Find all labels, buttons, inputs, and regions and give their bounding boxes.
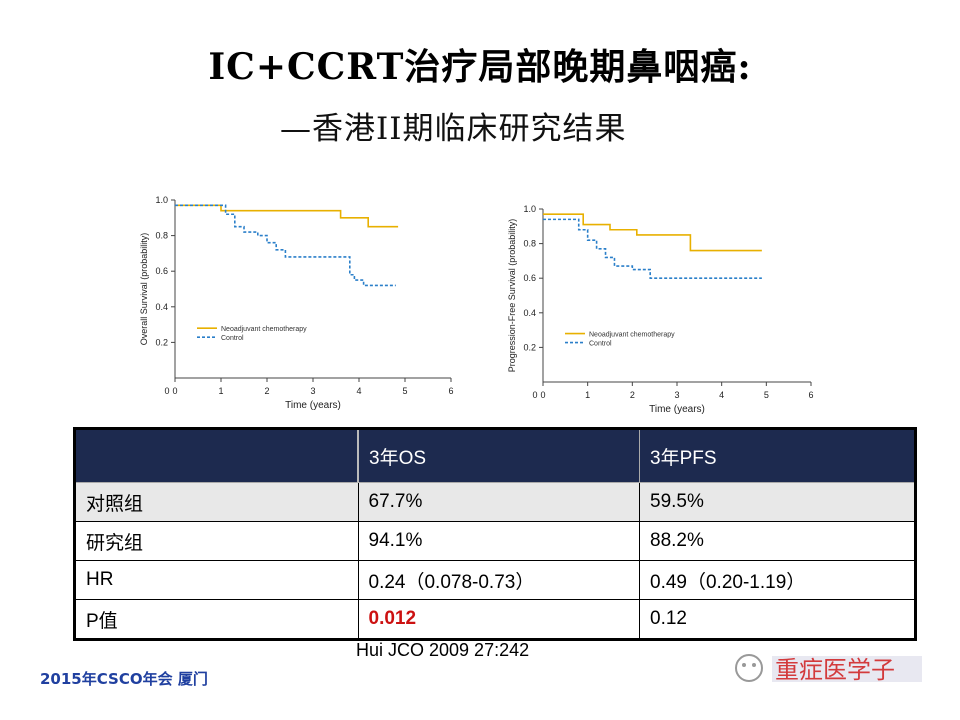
series-neoadjuvant-line	[175, 204, 399, 228]
table-cell: 59.5%	[639, 482, 916, 522]
slide-subtitle: —香港II期临床研究结果	[280, 111, 627, 147]
x-tick-label: 1	[585, 390, 590, 400]
footer-conference: 2015年CSCO年会 厦门	[40, 670, 208, 688]
table-cell: 0.49（0.20-1.19）	[639, 560, 916, 600]
y-tick-label: 1.0	[523, 204, 536, 214]
y-tick-label: 0.4	[523, 308, 536, 318]
y-axis-label: Progression-Free Survival (probability)	[507, 219, 517, 373]
y-axis-label: Overall Survival (probability)	[139, 233, 149, 346]
legend-label: Neoadjuvant chemotherapy	[221, 326, 307, 333]
y-tick-label: 0.6	[155, 266, 168, 276]
slide-title: IC+CCRT治疗局部晚期鼻咽癌:	[208, 46, 752, 88]
os-chart-svg: 0 1 2 3 4 5 6 0 0.2 0.4 0.6 0.8 1.0 Time (years) Overa…	[139, 195, 454, 411]
table-cell: 94.1%	[357, 521, 640, 561]
y-tick-label: 0.2	[155, 337, 168, 347]
legend-label: Control	[221, 335, 244, 342]
citation: Hui JCO 2009 27:242	[356, 640, 530, 660]
series-control-line	[175, 204, 396, 287]
legend-label: Control	[589, 341, 612, 348]
table-header-cell: 3年OS	[357, 428, 640, 483]
table-row: HR 0.24（0.078-0.73） 0.49（0.20-1.19）	[74, 560, 916, 600]
table-cell: 88.2%	[639, 521, 916, 561]
table-cell: 0.24（0.078-0.73）	[357, 560, 640, 600]
table-row: 对照组 67.7% 59.5%	[74, 482, 916, 522]
y-tick-label: 0.2	[523, 342, 536, 352]
y-tick-label: 0.8	[523, 239, 536, 249]
pfs-chart: 0 1 2 3 4 5 6 0 0.2 0.4 0.6 0.8 1.0 Time (years) Progr…	[495, 200, 825, 425]
table-cell: HR	[74, 560, 359, 600]
wechat-watermark: 重症医学子	[727, 638, 937, 698]
y-tick-label: 1.0	[155, 195, 168, 205]
watermark-logo: 重症医学子	[735, 654, 922, 684]
x-tick-label: 0	[540, 390, 545, 400]
table-cell: P值	[74, 599, 359, 640]
y-tick-label: 0.8	[155, 231, 168, 241]
series-neoadjuvant-line	[543, 213, 762, 252]
table-row: P值 0.012 0.12	[74, 599, 916, 640]
legend-label: Neoadjuvant chemotherapy	[589, 332, 675, 339]
x-tick-label: 4	[356, 386, 361, 396]
pfs-chart-svg: 0 1 2 3 4 5 6 0 0.2 0.4 0.6 0.8 1.0 Time (years) Progr…	[507, 204, 814, 415]
table-header-cell: 3年PFS	[639, 428, 916, 483]
table-header-cell	[74, 428, 359, 483]
table-cell: 研究组	[74, 521, 359, 561]
table-header-row: 3年OS 3年PFS	[74, 428, 916, 483]
y-tick-label: 0	[164, 386, 169, 396]
y-tick-label: 0.6	[523, 273, 536, 283]
results-table: 3年OS 3年PFS 对照组 67.7% 59.5% 研究组 94.1% 88.…	[73, 427, 917, 641]
os-chart: 0 1 2 3 4 5 6 0 0.2 0.4 0.6 0.8 1.0 Time (years) Overa…	[135, 185, 465, 415]
p-value-highlight: 0.012	[357, 599, 640, 640]
x-tick-label: 3	[310, 386, 315, 396]
x-tick-label: 4	[719, 390, 724, 400]
table-cell: 67.7%	[357, 482, 640, 522]
x-tick-label: 6	[808, 390, 813, 400]
series-control-line	[543, 218, 762, 279]
x-tick-label: 2	[264, 386, 269, 396]
x-tick-label: 3	[674, 390, 679, 400]
table-row: 研究组 94.1% 88.2%	[74, 521, 916, 561]
y-tick-label: 0.4	[155, 302, 168, 312]
x-tick-label: 2	[630, 390, 635, 400]
x-tick-label: 5	[402, 386, 407, 396]
x-axis-label: Time (years)	[649, 404, 705, 415]
table-cell: 0.12	[639, 599, 916, 640]
x-tick-label: 0	[172, 386, 177, 396]
x-tick-label: 6	[448, 386, 453, 396]
x-axis-label: Time (years)	[285, 400, 341, 411]
svg-text:重症医学子: 重症医学子	[775, 656, 895, 684]
table-cell: 对照组	[74, 482, 359, 522]
x-tick-label: 5	[764, 390, 769, 400]
y-tick-label: 0	[532, 390, 537, 400]
x-tick-label: 1	[218, 386, 223, 396]
